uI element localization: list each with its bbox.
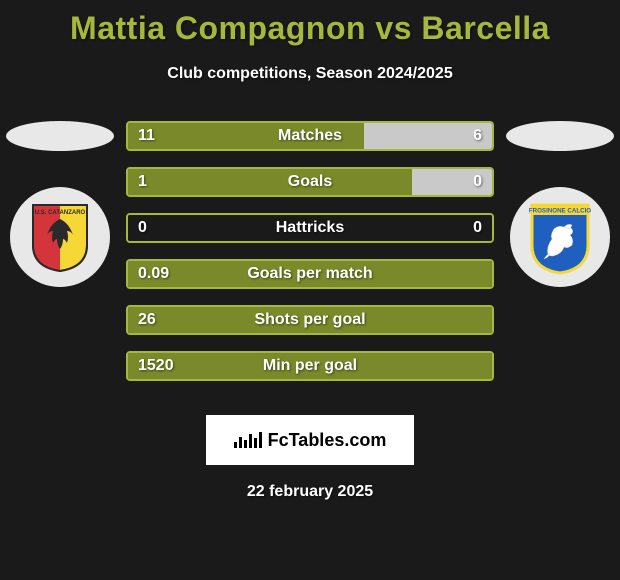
left-club-badge: U.S. CATANZARO	[10, 187, 110, 287]
main-row: U.S. CATANZARO Matches116Goals10Hattrick…	[0, 121, 620, 397]
fctables-logo: FcTables.com	[206, 415, 414, 465]
bar-left-value: 26	[138, 305, 156, 335]
stat-bar: Goals10	[126, 167, 494, 197]
footer-date: 22 february 2025	[0, 483, 620, 501]
left-side: U.S. CATANZARO	[0, 121, 120, 287]
bar-track	[126, 121, 494, 151]
fctables-logo-text: FcTables.com	[268, 430, 387, 451]
bar-left-fill	[128, 261, 492, 287]
stat-bar: Min per goal1520	[126, 351, 494, 381]
bar-right-value: 0	[473, 213, 482, 243]
bar-track	[126, 167, 494, 197]
bar-track	[126, 213, 494, 243]
bar-track	[126, 351, 494, 381]
stat-bar: Matches116	[126, 121, 494, 151]
right-club-badge: FROSINONE CALCIO	[510, 187, 610, 287]
stat-bar: Hattricks00	[126, 213, 494, 243]
right-player-oval	[506, 121, 614, 151]
subtitle: Club competitions, Season 2024/2025	[0, 65, 620, 83]
left-player-oval	[6, 121, 114, 151]
stat-bar: Goals per match0.09	[126, 259, 494, 289]
bar-left-value: 1	[138, 167, 147, 197]
bar-track	[126, 259, 494, 289]
stat-bar: Shots per goal26	[126, 305, 494, 335]
page-title: Mattia Compagnon vs Barcella	[0, 10, 620, 47]
catanzaro-crest-icon: U.S. CATANZARO	[31, 201, 89, 273]
bar-left-fill	[128, 169, 412, 195]
bar-right-value: 0	[473, 167, 482, 197]
frosinone-crest-icon: FROSINONE CALCIO	[528, 199, 592, 275]
bars-column: Matches116Goals10Hattricks00Goals per ma…	[120, 121, 500, 397]
bar-track	[126, 305, 494, 335]
bar-left-fill	[128, 353, 492, 379]
svg-text:FROSINONE CALCIO: FROSINONE CALCIO	[529, 208, 591, 215]
right-side: FROSINONE CALCIO	[500, 121, 620, 287]
bar-left-value: 1520	[138, 351, 174, 381]
bar-left-fill	[128, 123, 364, 149]
bar-left-value: 0.09	[138, 259, 169, 289]
bar-left-fill	[128, 307, 492, 333]
bar-left-value: 11	[138, 121, 155, 151]
bar-right-value: 6	[473, 121, 482, 151]
svg-text:U.S. CATANZARO: U.S. CATANZARO	[35, 210, 86, 216]
bar-left-value: 0	[138, 213, 147, 243]
comparison-infographic: Mattia Compagnon vs Barcella Club compet…	[0, 0, 620, 501]
bar-chart-icon	[234, 432, 262, 448]
